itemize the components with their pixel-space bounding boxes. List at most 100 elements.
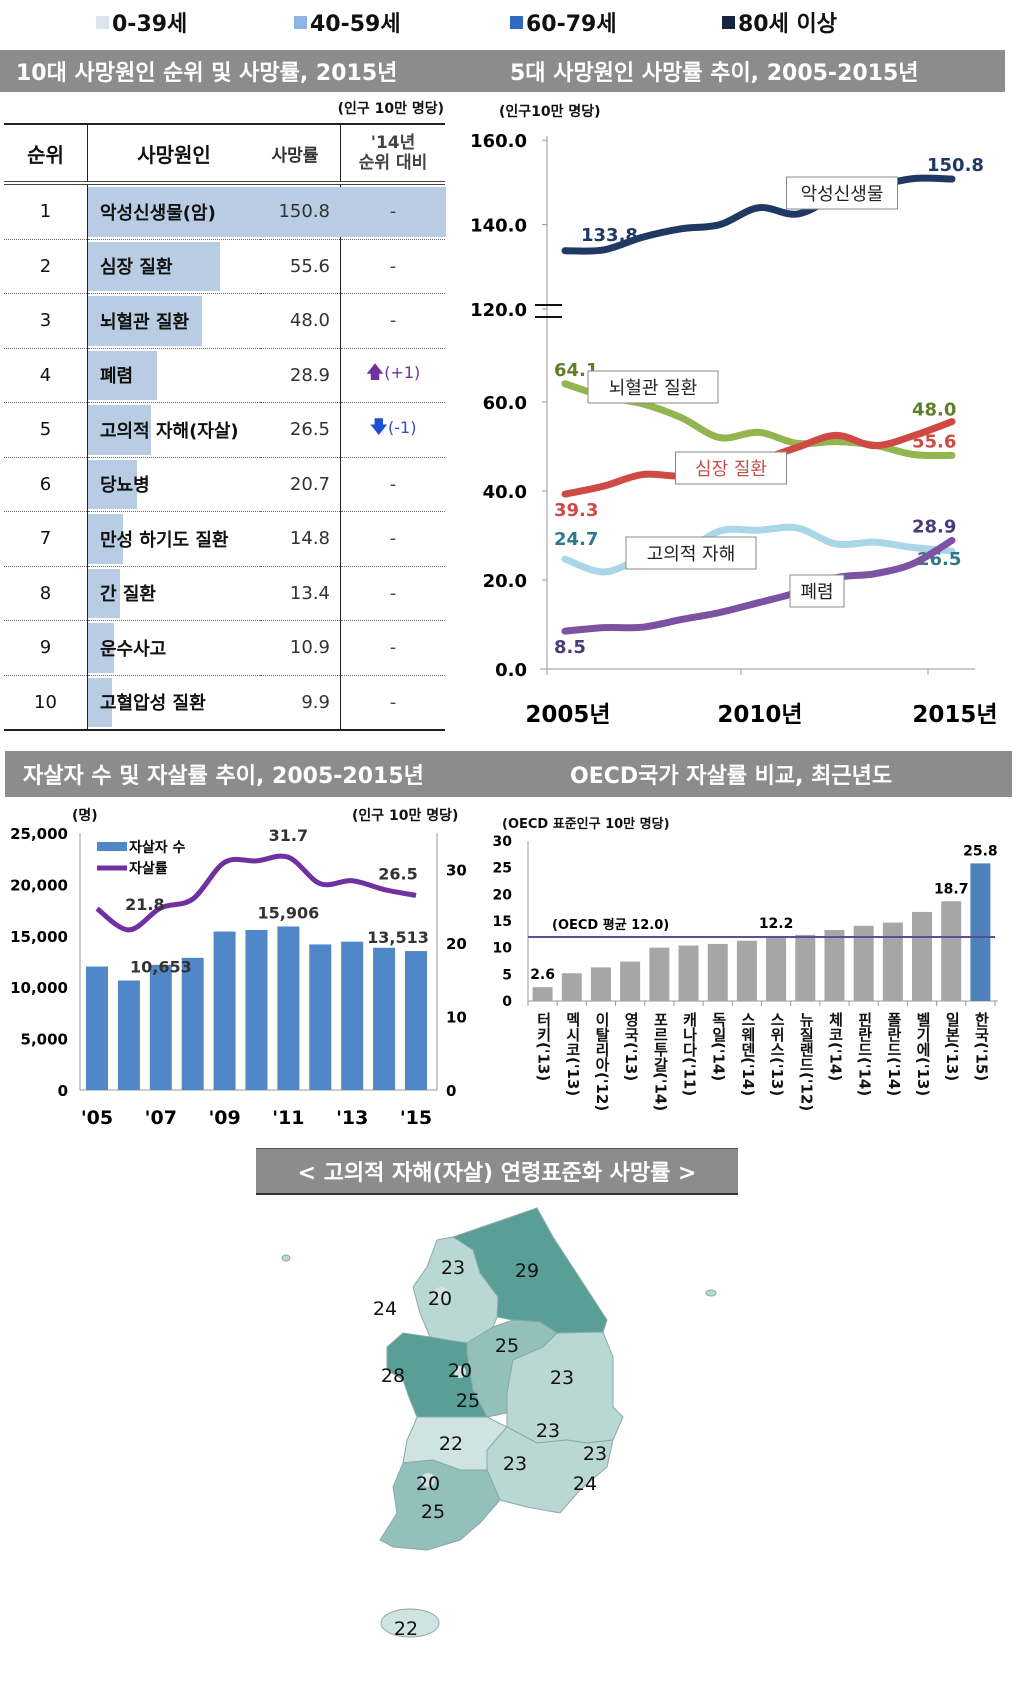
bar-14 — [941, 901, 962, 1001]
series-start-label: 64.1 — [554, 360, 598, 381]
left-y-tick-label: 25,000 — [10, 825, 68, 843]
rate-cell: 55.6 — [260, 239, 341, 294]
suicide-chart-left-unit: (명) — [72, 808, 98, 824]
region-value-label: 24 — [573, 1473, 597, 1495]
region-value-label: 23 — [536, 1420, 560, 1442]
left-y-tick-label: 15,000 — [10, 928, 68, 946]
series-end-label: 55.6 — [912, 432, 956, 453]
bar-15 — [970, 863, 991, 1001]
region-value-label: 20 — [416, 1473, 440, 1495]
section-header-top: 10대 사망원인 순위 및 사망률, 2015년 5대 사망원인 사망률 추이,… — [0, 50, 1005, 92]
header-bottom-left: 자살자 수 및 자살률 추이, 2005-2015년 — [23, 764, 424, 789]
rank-cell: 4 — [4, 348, 88, 403]
arrow-down-icon: 🡇 — [369, 416, 389, 438]
oecd-suicide-bar-chart: 0 5 10 15 20 25 30 (OECD 평균 12.0) 2.6 12.2 18.7 25.… — [493, 834, 998, 1010]
data-label: 10,653 — [130, 957, 192, 976]
rank-cell: 1 — [4, 183, 88, 240]
bar-11 — [853, 925, 874, 1001]
rate-bar — [88, 350, 157, 400]
rate-bar — [88, 241, 220, 291]
rank-cell: 2 — [4, 239, 88, 294]
rate-cell: 10.9 — [260, 620, 341, 676]
suicide-chart-right-unit: (인구 10만 명당) — [352, 808, 459, 824]
x-tick-label: '13 — [336, 1107, 368, 1129]
y-tick-label: 30 — [493, 834, 513, 850]
y-tick-label: 40.0 — [483, 482, 527, 503]
left-y-tick-label: 10,000 — [10, 979, 68, 997]
rate-value: 48.0 — [289, 310, 330, 332]
col-rate: 사망률 — [260, 123, 341, 185]
series-start-label: 8.5 — [554, 637, 586, 658]
change-cell: - — [340, 183, 445, 240]
legend-item-80-plus: 80세 이상 — [722, 6, 837, 38]
value-label: 18.7 — [934, 881, 969, 897]
rank-cell: 3 — [4, 293, 88, 349]
right-y-tick-label: 0 — [446, 1082, 456, 1100]
country-label: 캐나다('11) — [680, 1012, 699, 1097]
series-name-label: 악성신생물 — [801, 184, 884, 205]
bar-suicide-count — [213, 931, 236, 1090]
col-change: '14년 순위 대비 — [340, 123, 445, 185]
cause-cell: 심장 질환 — [87, 239, 260, 294]
y-tick-label: 5 — [502, 967, 512, 983]
series-name-box — [675, 451, 787, 485]
series-end-label: 150.8 — [927, 155, 984, 176]
right-y-tick-label: 10 — [446, 1009, 467, 1027]
rank-cell: 8 — [4, 566, 88, 621]
y-tick-label: 20.0 — [483, 571, 527, 592]
rate-value: 9.9 — [301, 691, 330, 713]
header-top-right: 5대 사망원인 사망률 추이, 2005-2015년 — [510, 61, 919, 86]
region-value-label: 23 — [583, 1443, 607, 1465]
oecd-chart-unit: (OECD 표준인구 10만 명당) — [502, 817, 670, 832]
series-name-label: 고의적 자해 — [647, 544, 736, 565]
change-cell: - — [340, 511, 445, 567]
country-label: 영국('13) — [622, 1012, 641, 1082]
right-y-tick-label: 30 — [446, 862, 467, 880]
rate-bar — [88, 405, 151, 455]
left-y-tick-label: 5,000 — [21, 1031, 68, 1049]
rate-bar — [88, 514, 124, 564]
series-start-label: 133.8 — [581, 225, 638, 246]
rate-value: 150.8 — [278, 201, 330, 223]
y-tick-label: 160.0 — [470, 131, 527, 152]
rate-value: 13.4 — [289, 582, 330, 604]
bar-5 — [678, 945, 699, 1001]
region-value-label: 23 — [441, 1257, 465, 1279]
cause-label: 뇌혈관 질환 — [100, 311, 190, 333]
line-chart-unit: (인구10만 명당) — [499, 104, 601, 120]
rate-cell: 28.9 — [260, 348, 341, 403]
region-value-label: 22 — [394, 1618, 418, 1640]
series-name-box — [786, 176, 898, 210]
country-label: 한국('15) — [972, 1012, 991, 1082]
series-name-label: 뇌혈관 질환 — [609, 378, 698, 399]
change-value: - — [389, 582, 397, 604]
x-tick-label: 2010년 — [717, 702, 802, 728]
rate-cell: 150.8 — [260, 183, 341, 240]
cause-cell: 폐렴 — [87, 348, 260, 403]
bar-12 — [882, 922, 903, 1001]
change-cell: - — [340, 239, 445, 294]
bar-suicide-count — [405, 951, 427, 1090]
col-cause: 사망원인 — [87, 123, 260, 185]
y-tick-label: 60.0 — [483, 393, 527, 414]
change-cell: 🡅(+1) — [340, 348, 445, 403]
country-label: 멕시코('13) — [563, 1012, 582, 1097]
region-value-label: 29 — [515, 1260, 539, 1282]
rate-value: 55.6 — [289, 255, 330, 277]
data-label: 13,513 — [367, 928, 429, 947]
region-value-label: 25 — [421, 1501, 445, 1523]
change-value: - — [389, 637, 397, 659]
rate-value: 10.9 — [289, 637, 330, 659]
x-tick-label: '09 — [208, 1107, 240, 1129]
header-bottom-right: OECD국가 자살률 비교, 최근년도 — [570, 764, 893, 789]
bar-13 — [912, 911, 933, 1001]
cause-label: 고의적 자해(자살) — [100, 420, 239, 442]
x-tick-label: '07 — [145, 1107, 177, 1129]
x-tick-label: '15 — [400, 1107, 432, 1129]
region-value-label: 25 — [495, 1335, 519, 1357]
island-ulleungdo — [705, 1289, 717, 1297]
region-광주 — [421, 1473, 435, 1487]
legend-item-0-39: 0-39세 — [96, 6, 187, 38]
